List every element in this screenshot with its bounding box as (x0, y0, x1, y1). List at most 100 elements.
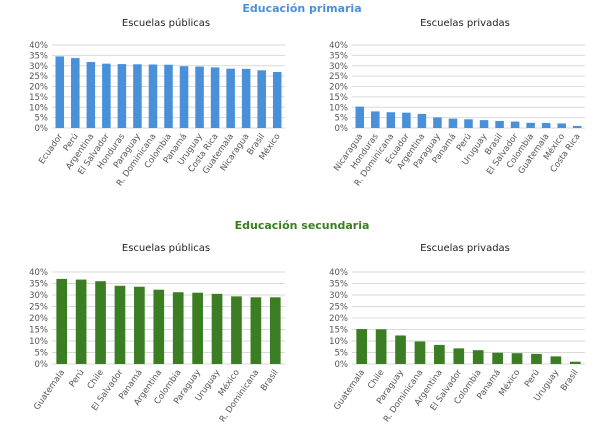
y-tick-label: 10% (329, 337, 348, 347)
bar-brasil (569, 361, 581, 364)
y-tick-label: 10% (29, 337, 48, 347)
bar-argentina (86, 62, 96, 128)
bar-r-dominicana (386, 112, 396, 128)
chart-title-secundaria-privadas: Escuelas privadas (420, 243, 510, 254)
bar-costa-rica (572, 125, 582, 128)
x-tick-label: Brasil (259, 368, 281, 393)
bar-ecuador (55, 56, 65, 128)
bar-el-salvador (114, 285, 126, 364)
y-tick-label: 20% (29, 83, 48, 93)
y-tick-label: 35% (329, 51, 348, 61)
bar-chile (375, 329, 387, 364)
bar-m-xico (557, 123, 566, 128)
y-tick-label: 0% (35, 360, 49, 370)
bar-el-salvador (453, 348, 465, 364)
bar-el-salvador (102, 63, 111, 128)
bar-per- (71, 58, 80, 129)
bar-chile (95, 281, 106, 364)
bar-argentina (417, 113, 427, 128)
y-tick-label: 10% (329, 103, 348, 113)
y-tick-label: 30% (29, 62, 48, 72)
y-tick-label: 5% (335, 114, 349, 124)
bar-r-dominicana (414, 341, 426, 364)
bar-nicaragua (241, 68, 251, 128)
y-tick-label: 10% (29, 103, 48, 113)
bar-argentina (153, 289, 165, 364)
bar-guatemala (541, 123, 551, 128)
chart-2: 0%5%10%15%20%25%30%35%40%Guatemala Perú Ch… (29, 268, 285, 424)
bar-guatemala (356, 329, 368, 364)
bar-paraguay (433, 117, 442, 128)
bar-paraguay (133, 64, 142, 128)
chart-1: 0%5%10%15%20%25%30%35%40%NicaraguaHondur… (329, 41, 585, 188)
y-tick-label: 25% (29, 303, 48, 313)
bar-guatemala (56, 278, 68, 364)
bar-nicaragua (355, 106, 365, 128)
bar-m-xico (272, 71, 282, 128)
y-tick-label: 20% (329, 314, 348, 324)
y-tick-label: 40% (29, 41, 48, 51)
bar-uruguay (211, 293, 223, 364)
y-tick-label: 15% (29, 326, 48, 336)
y-tick-label: 5% (35, 349, 49, 359)
bar-colombia (164, 64, 173, 128)
x-tick-label: Perú (68, 368, 87, 389)
bar-colombia (526, 122, 535, 128)
section-title-secundaria: Educación secundaria (235, 219, 370, 232)
bar-panam- (492, 352, 503, 364)
bar-paraguay (192, 292, 203, 364)
y-tick-label: 25% (29, 72, 48, 82)
bar-brasil (269, 297, 281, 364)
x-tick-label: Ecuador (37, 132, 65, 167)
y-tick-label: 20% (329, 83, 348, 93)
y-tick-label: 40% (329, 268, 348, 278)
y-tick-label: 40% (29, 268, 48, 278)
y-tick-label: 30% (329, 291, 348, 301)
section-title-primaria: Educación primaria (242, 2, 361, 15)
bar-honduras (117, 64, 127, 128)
bar-r-dominicana (250, 297, 262, 364)
chart-0: 0%5%10%15%20%25%30%35%40%EcuadorPerúArge… (29, 41, 285, 188)
y-tick-label: 35% (29, 280, 48, 290)
bar-per- (464, 119, 473, 128)
bar-costa-rica (210, 67, 220, 128)
y-tick-label: 30% (329, 62, 348, 72)
chart-title-secundaria-publicas: Escuelas públicas (122, 242, 210, 254)
bar-panam- (448, 118, 458, 128)
y-tick-label: 15% (329, 93, 348, 103)
y-tick-label: 30% (29, 291, 48, 301)
y-tick-label: 5% (35, 114, 49, 124)
bar-panam- (179, 66, 189, 128)
y-tick-label: 35% (329, 280, 348, 290)
bar-panam- (134, 286, 145, 364)
x-tick-label: Brasil (559, 368, 581, 393)
x-tick-label: Perú (523, 368, 542, 389)
x-tick-label: Guatemala (32, 368, 67, 412)
bar-per- (75, 279, 87, 364)
bar-paraguay (395, 335, 406, 364)
bar-guatemala (226, 68, 235, 128)
bar-uruguay (550, 356, 562, 364)
chart-3: 0%5%10%15%20%25%30%35%40%Guatemala ChileP… (329, 268, 585, 424)
bar-m-xico (511, 353, 523, 364)
bar-el-salvador (510, 121, 520, 128)
y-tick-label: 15% (329, 326, 348, 336)
bar-honduras (371, 111, 380, 128)
bar-colombia (472, 350, 484, 364)
bar-ecuador (402, 112, 411, 128)
y-tick-label: 15% (29, 93, 48, 103)
y-tick-label: 0% (335, 124, 349, 134)
y-tick-label: 5% (335, 349, 349, 359)
bar-argentina (434, 344, 445, 364)
y-tick-label: 40% (329, 41, 348, 51)
bar-per- (531, 353, 542, 364)
bar-uruguay (479, 120, 489, 128)
bar-brasil (495, 120, 504, 128)
chart-title-primaria-publicas: Escuelas públicas (122, 17, 210, 29)
chart-title-primaria-privadas: Escuelas privadas (420, 18, 510, 29)
bar-uruguay (195, 66, 204, 128)
y-tick-label: 35% (29, 51, 48, 61)
y-tick-label: 20% (29, 314, 48, 324)
bar-r-dominicana (148, 64, 158, 128)
